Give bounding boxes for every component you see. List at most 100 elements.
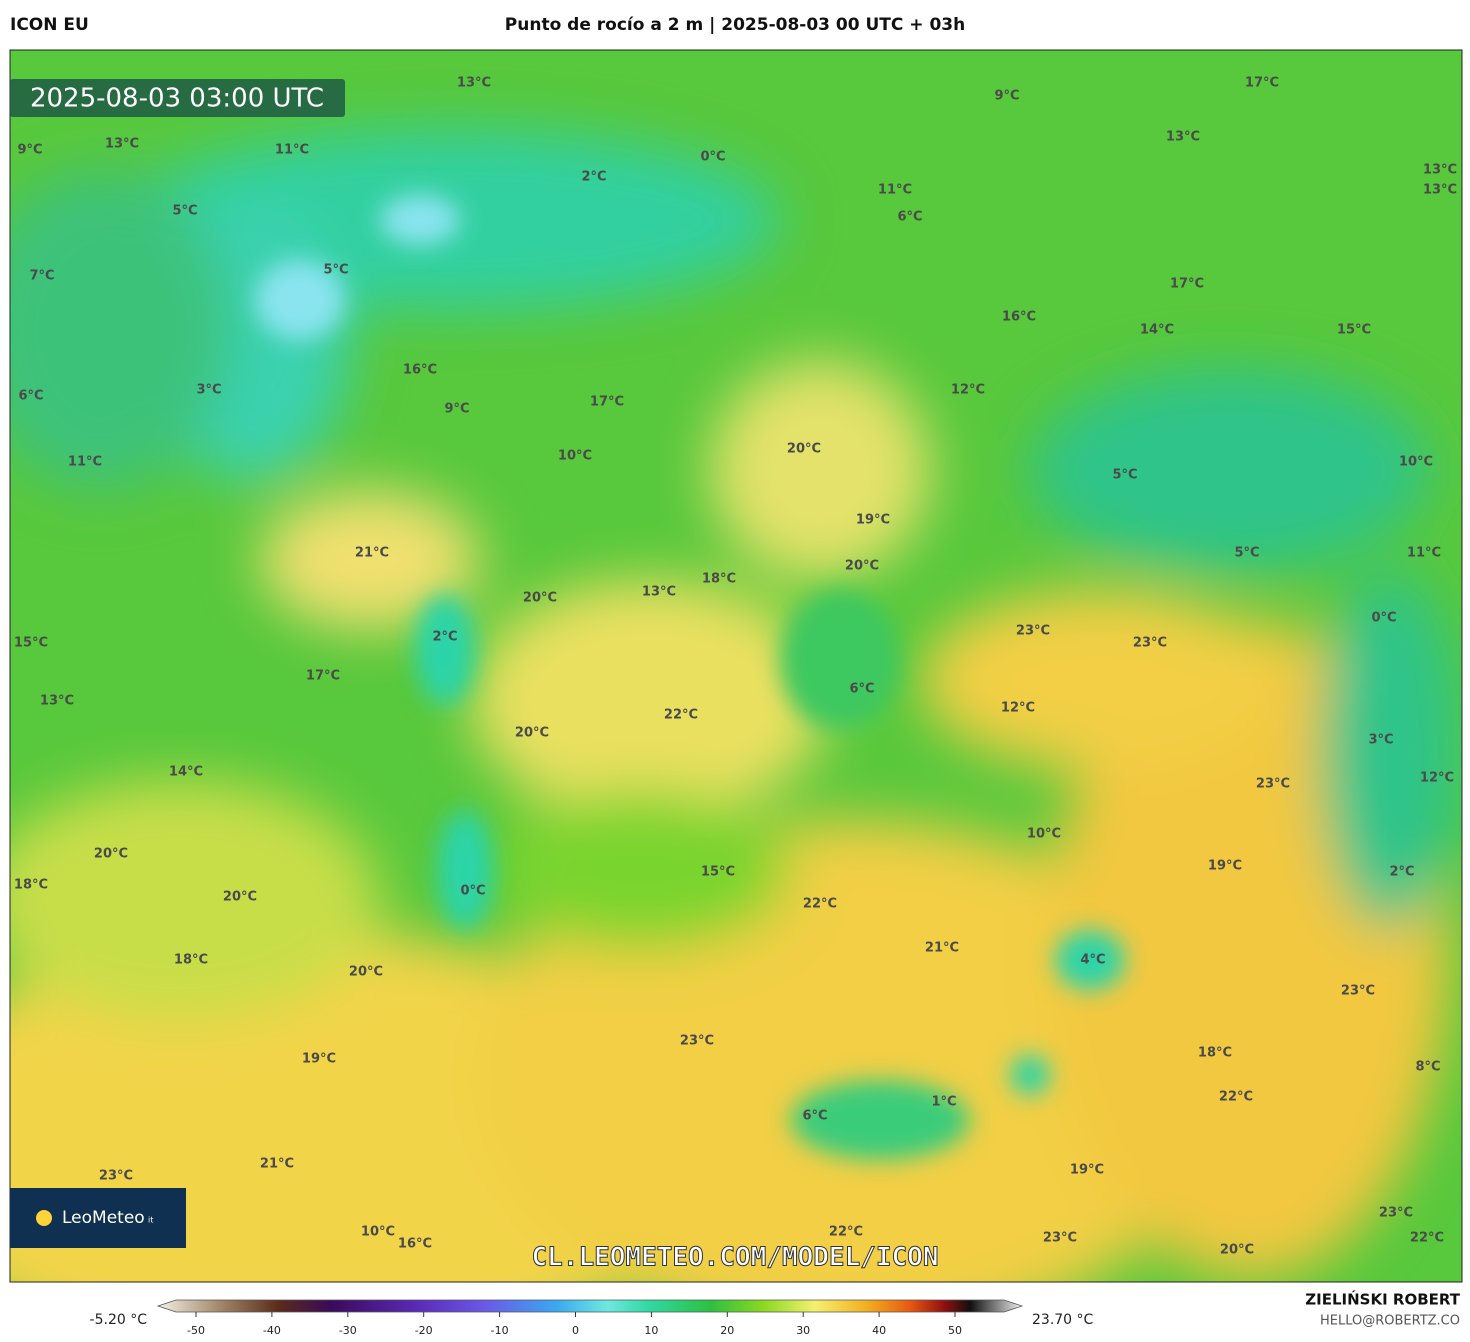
- temperature-label: 1°C: [931, 1095, 956, 1110]
- colorbar-tick-label: 40: [872, 1324, 886, 1337]
- colorbar-tick-label: -10: [491, 1324, 509, 1337]
- colorbar-tick-label: -30: [339, 1324, 357, 1337]
- temperature-label: 20°C: [349, 965, 383, 980]
- colorbar-tick-label: -50: [187, 1324, 205, 1337]
- colorbar-max: 23.70 °C: [1032, 1312, 1094, 1328]
- temperature-label: 23°C: [1133, 636, 1167, 651]
- temperature-label: 0°C: [700, 150, 725, 165]
- mountain-spots: [255, 195, 1125, 1160]
- temperature-label: 2°C: [1389, 865, 1414, 880]
- temperature-label: 9°C: [994, 89, 1019, 104]
- temperature-label: 23°C: [680, 1034, 714, 1049]
- temperature-label: 20°C: [787, 442, 821, 457]
- temperature-label: 15°C: [1337, 323, 1371, 338]
- temperature-label: 17°C: [590, 395, 624, 410]
- colorbar-tick-label: -20: [415, 1324, 433, 1337]
- temperature-label: 18°C: [174, 953, 208, 968]
- temperature-label: 16°C: [403, 363, 437, 378]
- temperature-label: 20°C: [94, 847, 128, 862]
- temperature-label: 21°C: [355, 546, 389, 561]
- colorbar-tick-label: 30: [796, 1324, 810, 1337]
- temperature-label: 17°C: [306, 669, 340, 684]
- temperature-label: 5°C: [172, 204, 197, 219]
- temperature-label: 9°C: [17, 143, 42, 158]
- temperature-label: 11°C: [1407, 546, 1441, 561]
- colorbar-min: -5.20 °C: [90, 1312, 148, 1328]
- temperature-label: 15°C: [14, 636, 48, 651]
- model-name: ICON EU: [10, 15, 89, 35]
- temperature-label: 17°C: [1170, 277, 1204, 292]
- author: ZIELIŃSKI ROBERT: [1305, 1290, 1460, 1309]
- temperature-label: 13°C: [1166, 130, 1200, 145]
- temperature-label: 11°C: [878, 183, 912, 198]
- map-title: Punto de rocío a 2 m | 2025-08-03 00 UTC…: [505, 15, 965, 35]
- temperature-label: 11°C: [275, 143, 309, 158]
- temperature-labels: 13°C 9°C 17°C 9°C 13°C 11°C 0°C 2°C 13°C 13°C 13°C…: [14, 76, 1457, 1258]
- timestamp: 2025-08-03 03:00 UTC: [30, 84, 324, 114]
- email: HELLO@ROBERTZ.CO: [1320, 1314, 1460, 1329]
- logo-suffix: it: [148, 1216, 153, 1225]
- temperature-label: 6°C: [802, 1109, 827, 1124]
- temperature-label: 19°C: [856, 513, 890, 528]
- temperature-label: 5°C: [323, 263, 348, 278]
- colorbar-tick-label: 0: [572, 1324, 579, 1337]
- temperature-label: 16°C: [398, 1237, 432, 1252]
- temperature-label: 22°C: [803, 897, 837, 912]
- temperature-label: 14°C: [169, 765, 203, 780]
- colorbar-tick-label: 20: [720, 1324, 734, 1337]
- colorbar: [156, 1299, 1024, 1313]
- logo-name: LeoMeteo: [62, 1208, 145, 1228]
- colorbar-tick-label: 10: [644, 1324, 658, 1337]
- temperature-label: 15°C: [701, 865, 735, 880]
- temperature-label: 3°C: [1368, 733, 1393, 748]
- temperature-label: 5°C: [1234, 546, 1259, 561]
- temperature-label: 13°C: [642, 585, 676, 600]
- temperature-label: 22°C: [829, 1225, 863, 1240]
- temperature-label: 12°C: [1420, 771, 1454, 786]
- timestamp-box: [10, 79, 345, 117]
- temperature-label: 20°C: [523, 591, 557, 606]
- temperature-label: 10°C: [558, 449, 592, 464]
- temperature-label: 21°C: [925, 941, 959, 956]
- temperature-label: 18°C: [14, 878, 48, 893]
- logo-sun: [36, 1210, 52, 1226]
- temperature-label: 22°C: [1410, 1231, 1444, 1246]
- temperature-label: 19°C: [1070, 1163, 1104, 1178]
- temperature-label: 6°C: [897, 210, 922, 225]
- temperature-label: 10°C: [361, 1225, 395, 1240]
- map-area: 13°C 9°C 17°C 9°C 13°C 11°C 0°C 2°C 13°C 13°C 13°C…: [10, 50, 1462, 1282]
- temperature-label: 19°C: [1208, 859, 1242, 874]
- temperature-label: 0°C: [1371, 611, 1396, 626]
- temperature-label: 12°C: [1001, 701, 1035, 716]
- temperature-label: 23°C: [1341, 984, 1375, 999]
- colorbar-ticks: -50 -40 -30 -20 -10 0 10 20 30 40 50: [187, 1312, 962, 1337]
- temperature-label: 16°C: [1002, 310, 1036, 325]
- temperature-label: 17°C: [1245, 76, 1279, 91]
- temperature-label: 10°C: [1027, 827, 1061, 842]
- temperature-label: 11°C: [68, 455, 102, 470]
- temperature-label: 5°C: [1112, 468, 1137, 483]
- temperature-label: 20°C: [845, 559, 879, 574]
- temperature-label: 6°C: [849, 682, 874, 697]
- temperature-label: 0°C: [460, 884, 485, 899]
- temperature-label: 18°C: [702, 572, 736, 587]
- temperature-label: 8°C: [1415, 1060, 1440, 1075]
- colorbar-tick-label: -40: [263, 1324, 281, 1337]
- watermark: CL.LEOMETEO.COM/MODEL/ICON: [532, 1243, 939, 1273]
- temperature-label: 20°C: [223, 890, 257, 905]
- temperature-label: 4°C: [1080, 953, 1105, 968]
- temperature-label: 22°C: [664, 708, 698, 723]
- temperature-label: 23°C: [99, 1169, 133, 1184]
- temperature-label: 13°C: [105, 137, 139, 152]
- temperature-label: 20°C: [1220, 1243, 1254, 1258]
- temperature-label: 2°C: [432, 630, 457, 645]
- temperature-label: 21°C: [260, 1157, 294, 1172]
- temperature-label: 13°C: [40, 694, 74, 709]
- temperature-label: 23°C: [1043, 1231, 1077, 1246]
- temperature-label: 6°C: [18, 389, 43, 404]
- temperature-label: 19°C: [302, 1052, 336, 1067]
- temperature-label: 10°C: [1399, 455, 1433, 470]
- temperature-label: 20°C: [515, 726, 549, 741]
- temperature-label: 7°C: [29, 269, 54, 284]
